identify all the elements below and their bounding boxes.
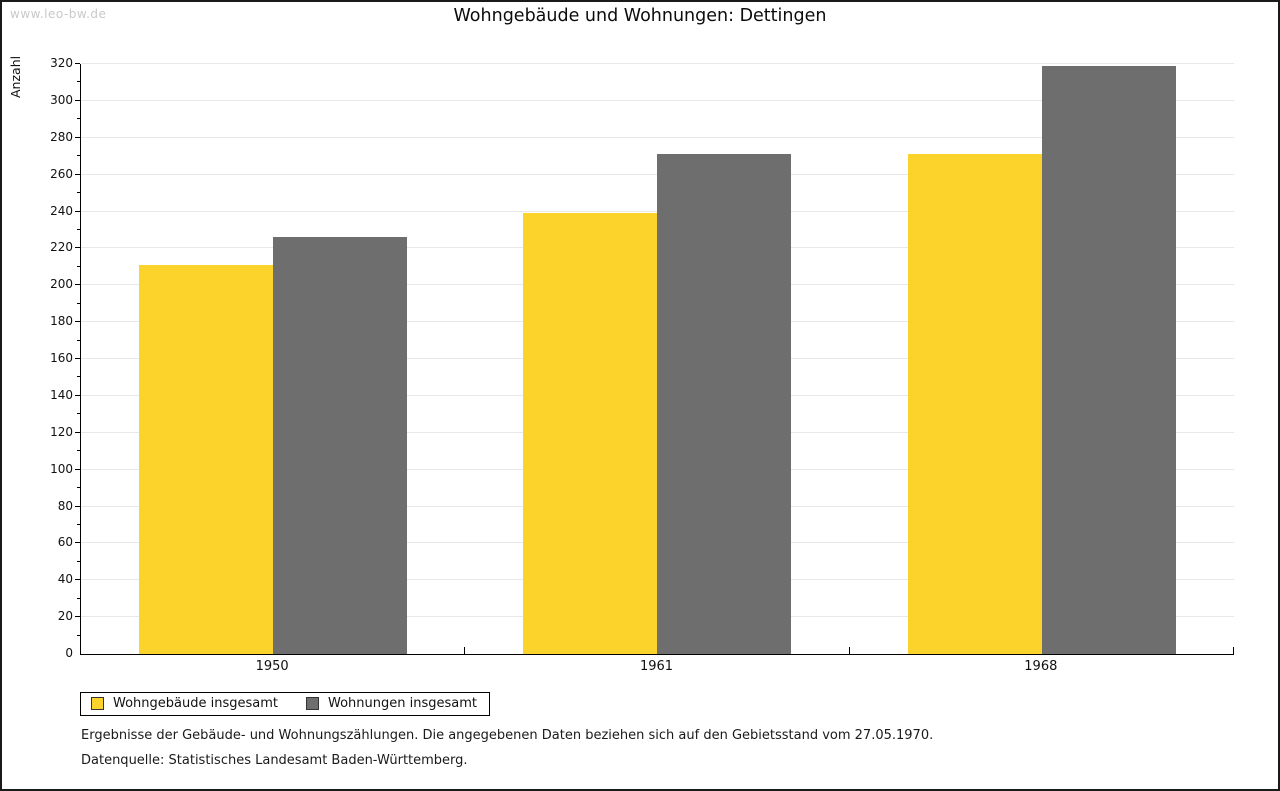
legend-label: Wohngebäude insgesamt <box>113 696 278 711</box>
y-tick-130 <box>77 413 80 415</box>
gridline-280 <box>81 136 1234 138</box>
y-tick-310 <box>77 81 80 83</box>
x-tick-label-1968: 1968 <box>1024 659 1058 674</box>
y-tick-label-80: 80 <box>57 498 73 513</box>
y-tick-label-260: 260 <box>50 166 73 181</box>
y-tick-190 <box>77 302 80 304</box>
y-tick-80 <box>75 505 80 507</box>
y-tick-label-240: 240 <box>50 203 73 218</box>
y-tick-70 <box>77 523 80 525</box>
y-tick-300 <box>75 99 80 101</box>
y-tick-290 <box>77 118 80 120</box>
y-tick-180 <box>75 321 80 323</box>
y-tick-10 <box>77 634 80 636</box>
y-tick-220 <box>75 247 80 249</box>
x-tick-label-1961: 1961 <box>639 659 674 674</box>
bar-1961-wohngebäude <box>523 213 658 654</box>
y-tick-60 <box>75 542 80 544</box>
y-axis-title: Anzahl <box>8 55 23 98</box>
y-tick-100 <box>75 468 80 470</box>
watermark: www.leo-bw.de <box>10 7 107 21</box>
y-tick-20 <box>75 616 80 618</box>
y-tick-120 <box>75 431 80 433</box>
y-tick-label-280: 280 <box>50 129 73 144</box>
chart-title: Wohngebäude und Wohnungen: Dettingen <box>453 6 827 26</box>
y-tick-150 <box>77 376 80 378</box>
x-tick-2 <box>848 647 850 654</box>
y-tick-110 <box>77 450 80 452</box>
y-tick-170 <box>77 339 80 341</box>
y-tick-label-300: 300 <box>50 92 73 107</box>
bar-1968-wohnungen <box>1041 65 1176 654</box>
legend-swatch-yellow <box>91 697 104 710</box>
y-tick-230 <box>77 228 80 230</box>
bar-group-1961 <box>465 64 849 654</box>
y-tick-label-140: 140 <box>50 387 73 402</box>
y-tick-30 <box>77 597 80 599</box>
footnote-line-1: Ergebnisse der Gebäude- und Wohnungszähl… <box>81 728 934 743</box>
x-tick-3 <box>1233 647 1234 654</box>
y-tick-140 <box>75 394 80 396</box>
y-tick-270 <box>77 155 80 157</box>
y-tick-50 <box>77 560 80 562</box>
y-tick-210 <box>77 265 80 267</box>
x-axis-labels: 1950 1961 1968 <box>80 659 1233 675</box>
y-tick-label-200: 200 <box>50 277 73 292</box>
y-tick-280 <box>75 136 80 138</box>
legend-label: Wohnungen insgesamt <box>328 696 477 711</box>
legend-swatch-gray <box>306 697 319 710</box>
y-tick-200 <box>75 284 80 286</box>
bar-1961-wohnungen <box>657 154 792 654</box>
x-tick-1 <box>464 647 466 654</box>
y-tick-label-0: 0 <box>65 646 73 660</box>
y-tick-250 <box>77 192 80 194</box>
y-tick-260 <box>75 173 80 175</box>
bar-1950-wohngebäude <box>139 265 274 654</box>
bar-group-1950 <box>81 64 465 654</box>
y-tick-label-120: 120 <box>50 424 73 439</box>
x-tick-label-1950: 1950 <box>255 659 289 674</box>
y-tick-label-100: 100 <box>50 461 73 476</box>
legend: Wohngebäude insgesamt Wohnungen insgesam… <box>80 692 490 716</box>
bar-1950-wohnungen <box>273 237 408 654</box>
legend-item-wohngebaeude: Wohngebäude insgesamt <box>91 696 278 711</box>
y-tick-label-320: 320 <box>50 56 73 70</box>
bar-group-1968 <box>850 64 1234 654</box>
gridline-300 <box>81 99 1234 101</box>
y-tick-90 <box>77 487 80 489</box>
plot-area: 0 20 40 60 80 100 120 140 160 180 200 220 240 260 280 3… <box>50 57 1234 660</box>
bar-1968-wohngebäude <box>907 154 1042 654</box>
y-tick-240 <box>75 210 80 212</box>
y-tick-320 <box>75 63 80 64</box>
y-tick-label-160: 160 <box>50 351 73 365</box>
y-tick-label-180: 180 <box>50 314 73 329</box>
y-tick-label-20: 20 <box>57 609 73 624</box>
y-tick-label-220: 220 <box>50 240 73 255</box>
gridline-320 <box>81 63 1234 64</box>
footnote-line-2: Datenquelle: Statistisches Landesamt Bad… <box>81 753 468 768</box>
y-tick-label-40: 40 <box>57 572 73 587</box>
y-tick-40 <box>75 579 80 581</box>
legend-item-wohnungen: Wohnungen insgesamt <box>306 696 477 711</box>
y-tick-label-60: 60 <box>57 535 73 550</box>
y-tick-160 <box>75 358 80 359</box>
